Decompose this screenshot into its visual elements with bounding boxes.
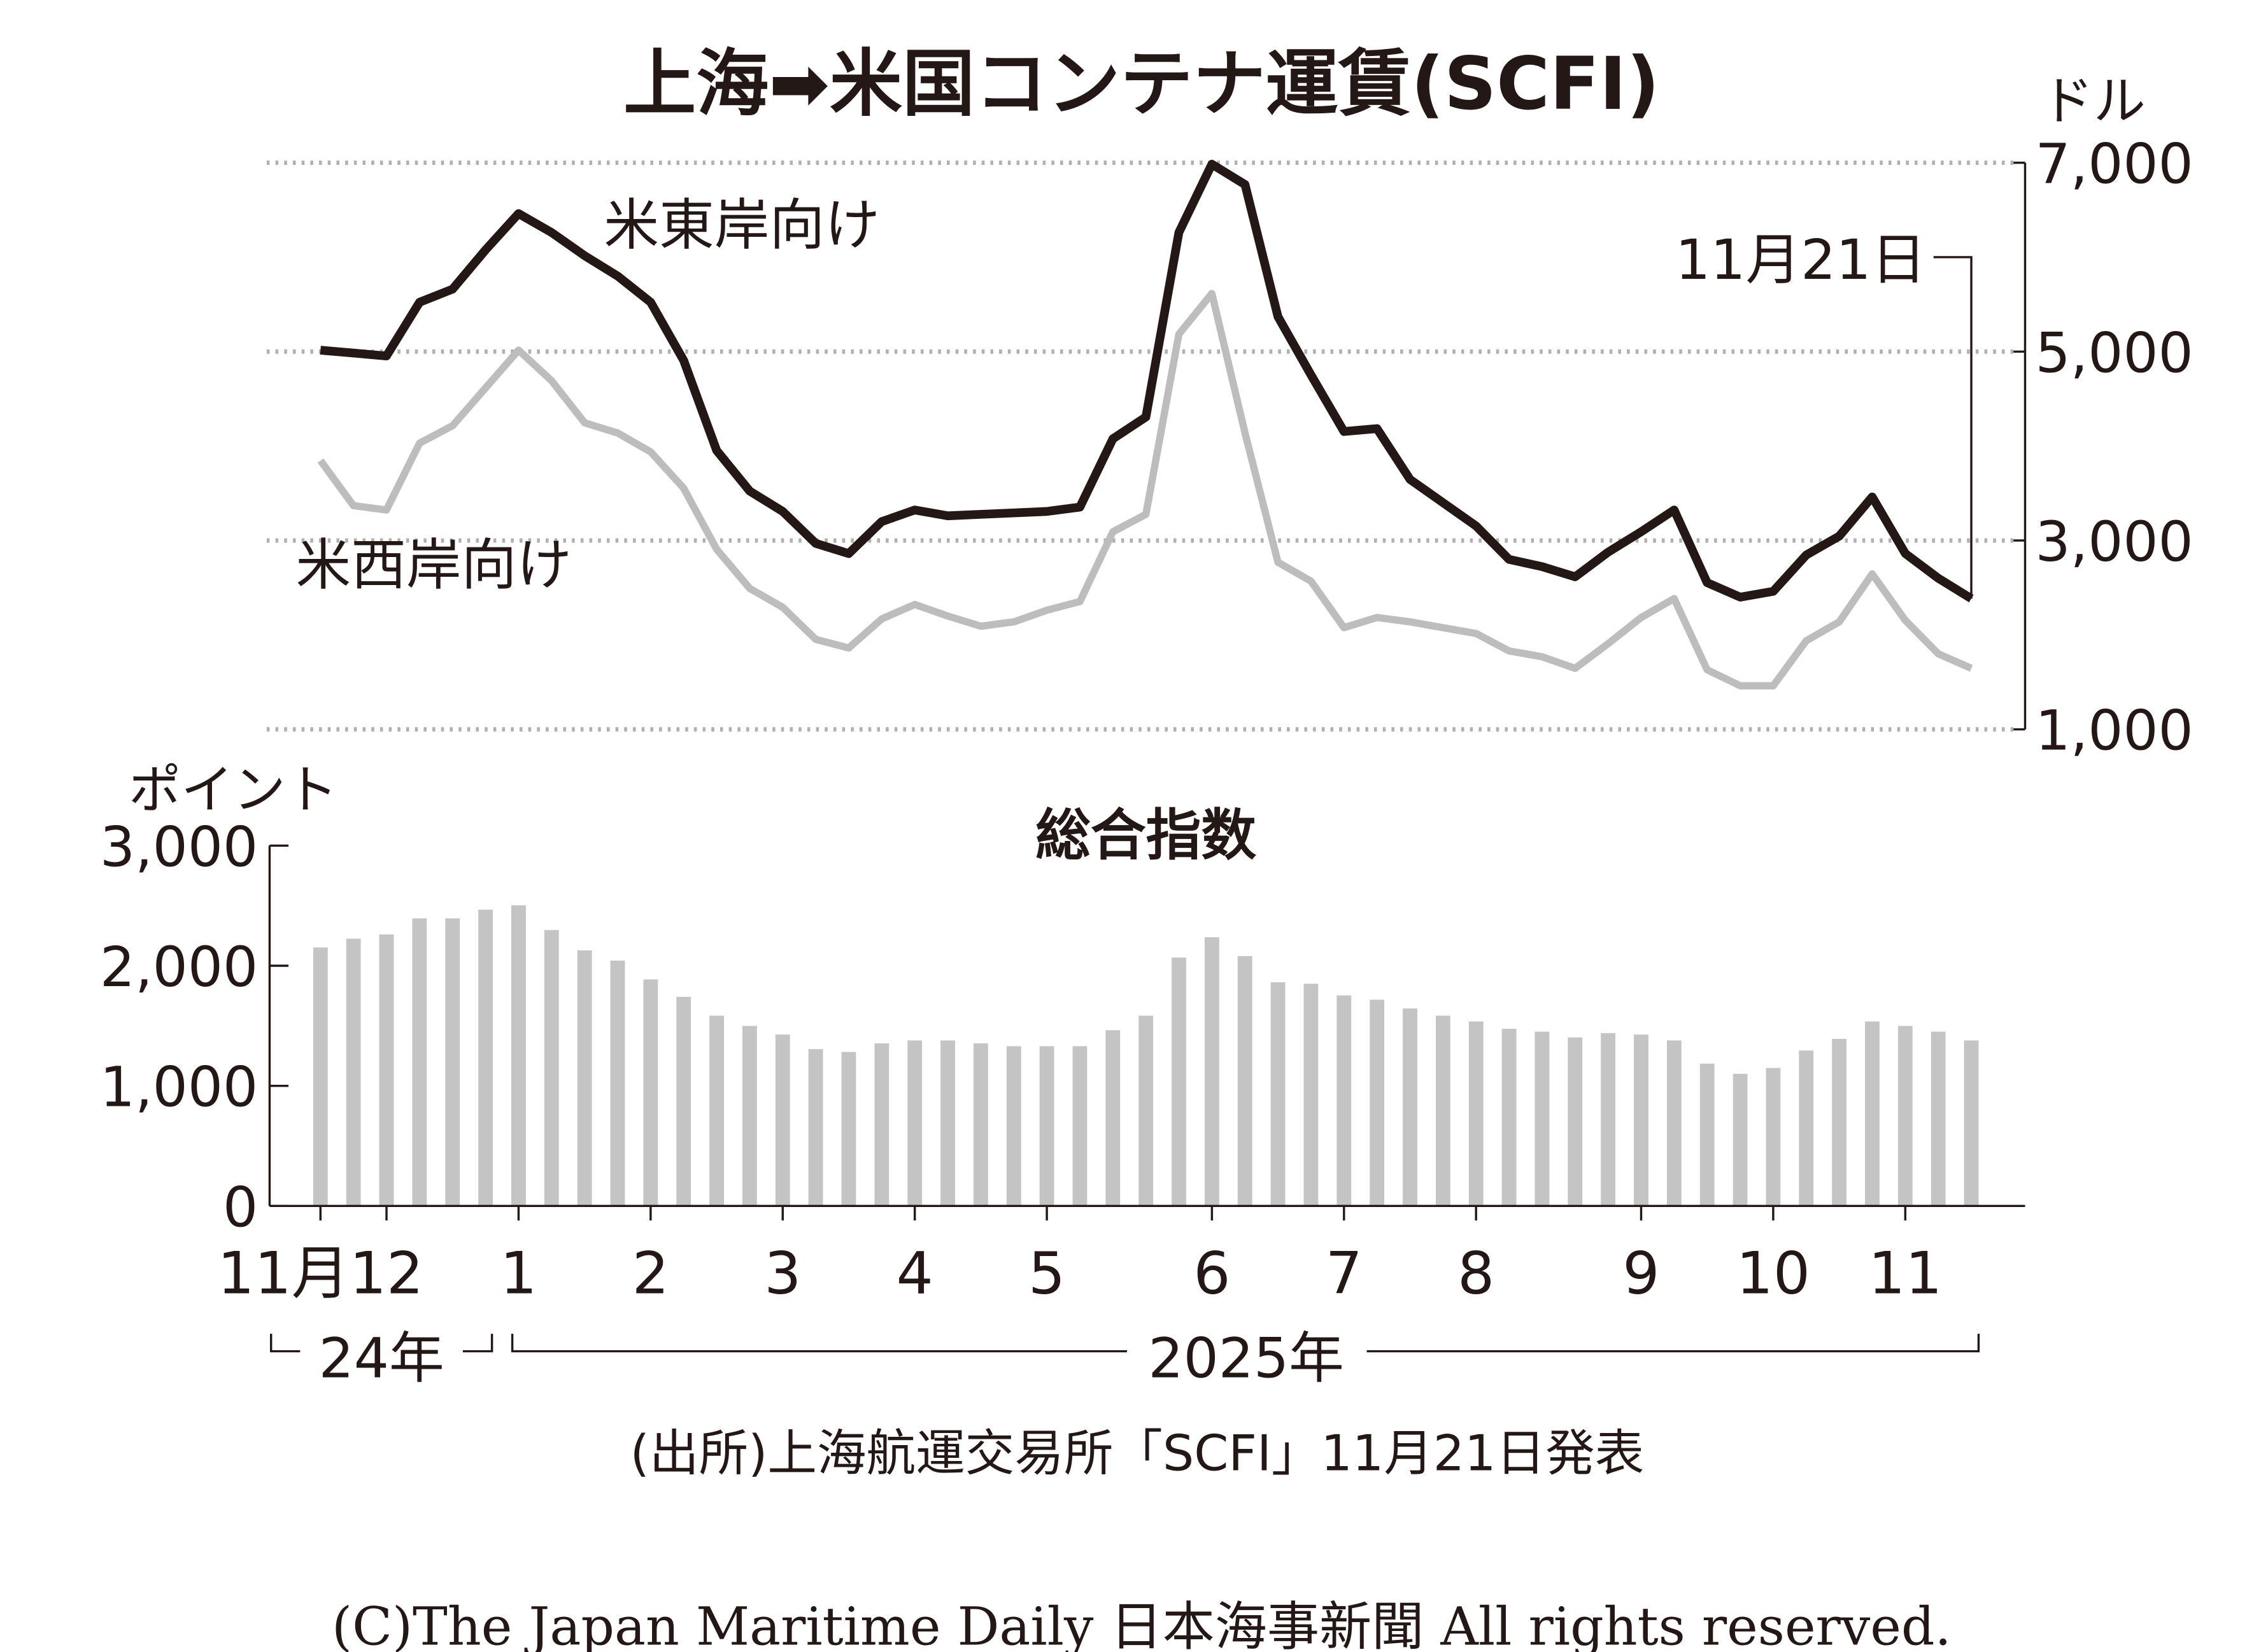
copyright: (C)The Japan Maritime Daily 日本海事新聞 All r… [332, 1597, 1952, 1652]
bar [643, 979, 658, 1206]
bar [1138, 1015, 1154, 1206]
bar [1634, 1034, 1648, 1206]
line-y-axis: 1,000 3,000 5,000 7,000 [2013, 133, 2194, 763]
y-tick-label: 2,000 [100, 936, 258, 999]
bar-series [313, 905, 1979, 1206]
bar [1303, 984, 1319, 1206]
year-bracket-2025 [511, 1334, 1980, 1353]
x-tick-label: 5 [1028, 1239, 1065, 1307]
x-tick-label: 2 [632, 1239, 669, 1307]
x-tick-label: 6 [1193, 1239, 1230, 1307]
x-tick-label: 4 [897, 1239, 933, 1307]
legend-east-coast: 米東岸向け [604, 194, 880, 257]
bar [1666, 1040, 1682, 1206]
bar [808, 1048, 823, 1206]
bar [1072, 1046, 1088, 1206]
year-label-2025: 2025年 [1148, 1327, 1343, 1391]
bar [577, 950, 592, 1206]
bar-chart-title: 総合指数 [1035, 804, 1256, 868]
bar [1964, 1040, 1979, 1206]
bar [940, 1040, 955, 1206]
bar [1766, 1068, 1781, 1206]
bar [1105, 1030, 1121, 1206]
x-tick-label: 1 [500, 1239, 537, 1307]
source-note: (出所)上海航運交易所「SCFI」11月21日発表 [630, 1425, 1645, 1483]
bar [346, 938, 361, 1206]
annotation-bracket [1933, 256, 1973, 599]
bar [775, 1034, 790, 1206]
bar [1336, 995, 1352, 1206]
east-coast-line [320, 160, 1974, 603]
bar-y-unit: ポイント [129, 760, 338, 821]
chart-title: 上海➡米国コンテナ運賃(SCFI) [623, 41, 1659, 126]
bar [511, 905, 526, 1206]
year-label-2024: 24年 [319, 1327, 444, 1391]
bar [313, 947, 328, 1206]
date-annotation: 11月21日 [1675, 229, 1926, 292]
x-tick-label: 7 [1326, 1239, 1363, 1307]
bar [1435, 1015, 1450, 1206]
bar [1501, 1029, 1517, 1206]
bar [1172, 957, 1186, 1206]
bar [1468, 1021, 1484, 1206]
bar [1931, 1031, 1946, 1206]
bar [1535, 1031, 1550, 1206]
bar [841, 1052, 856, 1206]
bar [742, 1026, 757, 1206]
bar [1799, 1050, 1814, 1206]
x-tick-label: 11 [1868, 1239, 1942, 1307]
bar [379, 934, 394, 1206]
bar [1370, 999, 1385, 1206]
bar [412, 918, 427, 1206]
y-tick-label: 3,000 [100, 815, 258, 879]
y-tick-label: 3,000 [2035, 511, 2193, 574]
bar [1699, 1063, 1715, 1206]
x-tick-label: 11月 [218, 1239, 350, 1307]
bar [1568, 1037, 1583, 1206]
year-bracket-2024 [270, 1334, 493, 1353]
bar [445, 918, 460, 1206]
bar [874, 1043, 890, 1206]
x-tick-label: 3 [764, 1239, 801, 1307]
bar [1865, 1021, 1880, 1206]
bar [1006, 1046, 1021, 1206]
bar [907, 1040, 923, 1206]
bar [1270, 982, 1286, 1206]
bar [676, 996, 691, 1206]
line-chart-grid [266, 160, 2014, 732]
bar [1403, 1008, 1417, 1206]
west-coast-line [317, 290, 1973, 689]
bar [1897, 1026, 1913, 1206]
bar [1601, 1033, 1616, 1206]
line-series [317, 160, 1974, 689]
bar [478, 909, 493, 1206]
y-tick-label: 1,000 [2035, 700, 2193, 763]
bar [1733, 1073, 1748, 1206]
bar [709, 1015, 724, 1206]
bar [973, 1043, 988, 1206]
x-tick-label: 10 [1736, 1239, 1810, 1307]
y-tick-label: 1,000 [100, 1056, 258, 1120]
line-y-unit: ドル [2041, 71, 2146, 132]
y-tick-label: 7,000 [2035, 133, 2193, 197]
bar [610, 960, 625, 1206]
x-tick-label: 12 [350, 1239, 423, 1307]
bar [1204, 937, 1219, 1206]
bar [544, 929, 559, 1206]
y-tick-label: 5,000 [2035, 321, 2193, 385]
y-tick-label: 0 [223, 1176, 258, 1239]
legend-west-coast: 米西岸向け [296, 533, 572, 597]
bar [1832, 1038, 1847, 1206]
bar [1237, 956, 1252, 1206]
x-tick-label: 8 [1457, 1239, 1494, 1307]
x-tick-label: 9 [1622, 1239, 1659, 1307]
bar [1039, 1046, 1054, 1206]
